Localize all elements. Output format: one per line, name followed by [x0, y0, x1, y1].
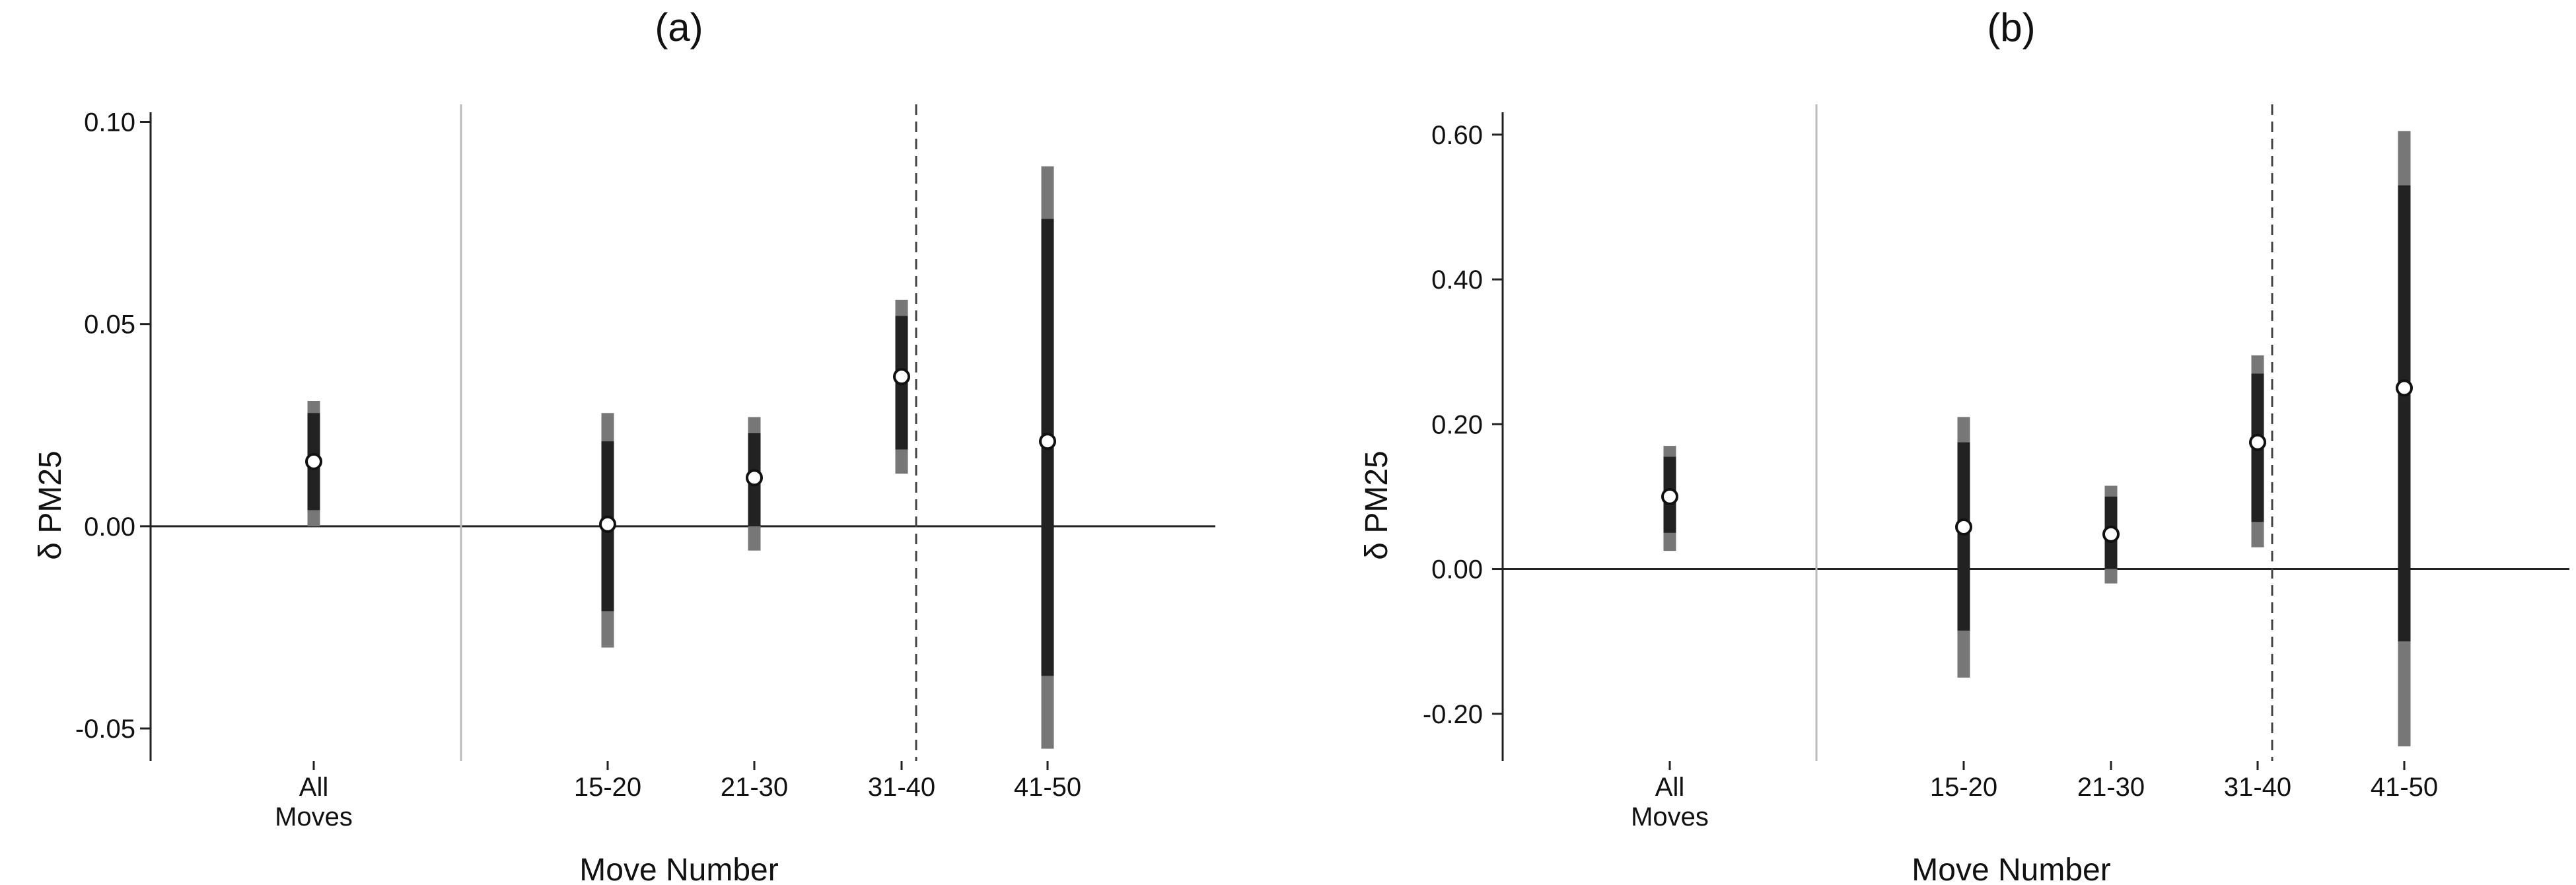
- x-category-label: All: [299, 773, 328, 802]
- point-estimate-marker: [1955, 518, 1972, 536]
- panel-title-a: (a): [655, 5, 703, 50]
- y-tick-label: 0.60: [1431, 121, 1483, 150]
- point-estimate-marker: [746, 469, 763, 487]
- point-estimate-marker: [599, 515, 616, 533]
- y-tick-label: 0.40: [1431, 266, 1483, 295]
- point-estimate-marker: [305, 452, 322, 470]
- x-category-label: 21-30: [721, 773, 788, 802]
- point-estimate-marker: [1039, 433, 1056, 450]
- panel-title-b: (b): [1987, 5, 2035, 50]
- x-category-label: All: [1655, 773, 1684, 802]
- x-category-label: 31-40: [2224, 773, 2291, 802]
- x-category-label: 41-50: [1014, 773, 1081, 802]
- y-tick-label: -0.20: [1423, 700, 1483, 729]
- y-axis-title-b: δ PM25: [1359, 450, 1394, 559]
- x-category-label: Moves: [275, 802, 353, 832]
- y-tick-label: 0.05: [84, 310, 135, 339]
- point-estimate-marker: [2249, 433, 2266, 451]
- x-category-label: 41-50: [2371, 773, 2438, 802]
- y-tick-label: -0.05: [75, 715, 135, 744]
- x-category-label: 15-20: [1930, 773, 1997, 802]
- y-tick-label: 0.10: [84, 108, 135, 137]
- x-axis-title-b: Move Number: [1912, 853, 2110, 885]
- x-axis-title-a: Move Number: [579, 853, 778, 885]
- point-estimate-marker: [2102, 525, 2120, 543]
- x-category-label: 31-40: [868, 773, 935, 802]
- point-estimate-marker: [1661, 487, 1678, 505]
- point-estimate-marker: [2396, 379, 2413, 397]
- point-estimate-marker: [893, 368, 910, 386]
- x-category-label: 15-20: [574, 773, 641, 802]
- panel-b: (b) δ PM25 Move Number -0.20 0.00 0.20 0.40…: [1359, 5, 2569, 885]
- y-tick-label: 0.00: [84, 513, 135, 542]
- y-tick-label: 0.00: [1431, 555, 1483, 584]
- y-tick-label: 0.20: [1431, 410, 1483, 439]
- x-category-label: Moves: [1631, 802, 1709, 832]
- panel-a: (a) δ PM25 Move Number -0.05 0.00 0.05 0.10…: [33, 5, 1215, 885]
- y-axis-title-a: δ PM25: [33, 450, 68, 559]
- x-category-label: 21-30: [2077, 773, 2145, 802]
